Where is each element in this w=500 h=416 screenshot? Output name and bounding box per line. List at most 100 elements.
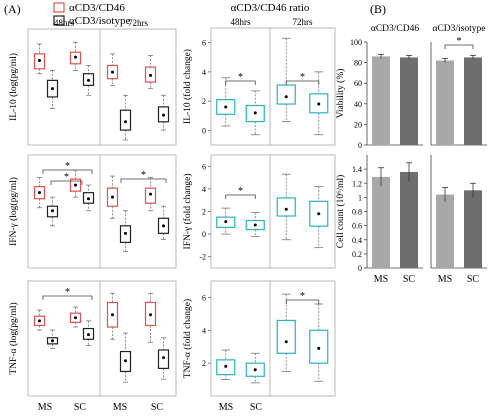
x-label-ms-ratio: MS	[219, 402, 233, 413]
box-72hrs-SC-cd46-mean	[149, 193, 152, 196]
sig-72-star: *	[141, 170, 146, 181]
sig-48-star: *	[238, 72, 243, 83]
x-label-SC: SC	[403, 274, 416, 285]
y-tick-label: 100	[350, 38, 362, 47]
facet-label-72hrs: 72hrs	[293, 17, 313, 27]
y-tick-label: 1.2	[352, 179, 362, 188]
y-tick-label: -2	[199, 253, 206, 262]
ratio-box-48hrs-SC-mean	[254, 111, 257, 114]
ratio-box-48hrs-MS-mean	[224, 220, 227, 223]
box-72hrs-SC-cd46-mean	[149, 313, 152, 316]
box-72hrs-MS-cd46-mean	[111, 71, 114, 74]
bar-MS	[372, 56, 390, 145]
y-axis-label: TNF-α (fold change)	[182, 299, 193, 378]
x-label-sc-48: SC	[74, 402, 87, 413]
ratio-box-72hrs-SC-mean	[317, 347, 320, 350]
plot-frame	[28, 29, 176, 145]
sig-72-star: *	[300, 72, 305, 83]
y-tick-label: 6	[202, 162, 206, 171]
y-tick-label: 1	[358, 193, 362, 202]
sig-48-b-star: *	[64, 172, 69, 183]
ratio-box-72hrs-MS-mean	[285, 340, 288, 343]
x-label-SC: SC	[467, 274, 480, 285]
box-72hrs-SC-isotype-mean	[162, 224, 165, 227]
sig-48-star: *	[65, 287, 70, 298]
ratio-box-48hrs-MS-mean	[224, 105, 227, 108]
ratio-box-72hrs-MS-box	[277, 85, 295, 104]
box-48hrs-SC-isotype-mean	[87, 333, 90, 336]
x-label-sc-ratio: SC	[250, 402, 263, 413]
panel-b-label: (B)	[370, 2, 386, 16]
box-48hrs-MS-isotype-mean	[51, 339, 54, 342]
y-tick-label: 4	[202, 68, 206, 77]
ratio-box-72hrs-MS-box	[277, 320, 295, 353]
legend-label-cd46: αCD3/CD46	[69, 2, 125, 14]
plot-cellcount_iso: MS SC	[431, 155, 487, 285]
y-axis-label: IL-10 (fold change)	[182, 49, 193, 124]
ratio-box-72hrs-SC-mean	[317, 212, 320, 215]
x-label-MS: MS	[438, 274, 452, 285]
box-72hrs-MS-cd46-mean	[111, 313, 114, 316]
y-axis-label: IL-10 (log(pg/ml)	[8, 53, 19, 121]
y-tick-label: 0	[202, 126, 206, 135]
y-tick-label: 2	[202, 359, 206, 368]
sig-72-star: *	[300, 291, 305, 302]
plot-frame	[211, 281, 335, 396]
y-tick-label: 6	[202, 293, 206, 302]
plot-frame	[28, 155, 176, 268]
y-tick-label: 0	[358, 141, 362, 150]
box-48hrs-SC-isotype-mean	[87, 79, 90, 82]
y-axis-label: Cell count (10⁶/ml)	[335, 175, 346, 249]
sig-48-star: *	[238, 186, 243, 197]
y-tick-label: 1.4	[352, 165, 362, 174]
box-72hrs-MS-isotype-box	[121, 110, 131, 130]
box-48hrs-MS-cd46-mean	[38, 59, 41, 62]
panel-a-label: (A)	[4, 2, 21, 16]
ratio-box-72hrs-SC-box	[310, 330, 328, 363]
facet-label-72hrs: 72hrs	[128, 18, 148, 28]
y-axis-label: Viability (%)	[335, 69, 346, 119]
box-72hrs-MS-isotype-mean	[124, 232, 127, 235]
box-48hrs-MS-isotype-mean	[51, 87, 54, 90]
plot-frame	[28, 281, 176, 396]
sig-viability-isotype-star: *	[457, 36, 462, 47]
x-label-MS: MS	[374, 274, 388, 285]
ratio-box-48hrs-MS-mean	[224, 365, 227, 368]
box-72hrs-SC-cd46-box	[146, 188, 156, 203]
y-tick-label: 2	[202, 97, 206, 106]
y-tick-label: 0.4	[352, 236, 362, 245]
x-label-ms-72: MS	[113, 402, 127, 413]
ratio-box-72hrs-SC-mean	[317, 103, 320, 106]
box-72hrs-SC-isotype-box	[159, 350, 169, 368]
facet-label-48hrs: 48hrs	[54, 18, 74, 28]
plot-frame	[211, 28, 335, 145]
ratio-box-72hrs-MS-box	[277, 198, 295, 216]
y-tick-label: 4	[202, 185, 206, 194]
plot-ifn_ratio: IFN-γ (fold change) -2 0 2 4 6 *	[182, 155, 335, 268]
y-tick-label: 20	[354, 120, 362, 129]
bar-MS	[372, 177, 390, 268]
y-tick-label: 80	[354, 59, 362, 68]
y-axis-label: IFN-γ (fold change)	[182, 174, 193, 250]
plot-tnf_abs: TNF-α (log(pg/ml) *	[8, 281, 176, 396]
y-tick-label: 0.8	[352, 208, 362, 217]
box-72hrs-MS-isotype-mean	[124, 359, 127, 362]
plot-frame	[211, 155, 335, 268]
y-tick-label: 60	[354, 79, 362, 88]
facet-label-48hrs: 48hrs	[231, 17, 251, 27]
box-72hrs-SC-isotype-mean	[162, 356, 165, 359]
box-48hrs-SC-cd46-mean	[74, 56, 77, 59]
plot-ifn_abs: IFN-γ (log(pg/ml)** *	[8, 155, 176, 268]
plot-tnf_ratio: TNF-α (fold change) 246 *	[182, 281, 335, 396]
box-48hrs-SC-isotype-mean	[87, 197, 90, 200]
plot-il10_ratio: IL-10 (fold change)024648hrs 72hrs* *	[182, 17, 335, 145]
ratio-box-48hrs-SC-mean	[254, 224, 257, 227]
plot-viability: αCD3/CD46 0 20 40 60 80 100 Viability (%)	[335, 24, 423, 150]
y-axis-label: TNF-α (log(pg/ml)	[8, 302, 19, 374]
y-tick-label: 0	[358, 264, 362, 273]
panel-title: αCD3/CD46	[371, 24, 420, 34]
box-48hrs-SC-cd46-mean	[74, 184, 77, 187]
box-48hrs-SC-cd46-mean	[74, 316, 77, 319]
y-tick-label: 0.6	[352, 222, 362, 231]
